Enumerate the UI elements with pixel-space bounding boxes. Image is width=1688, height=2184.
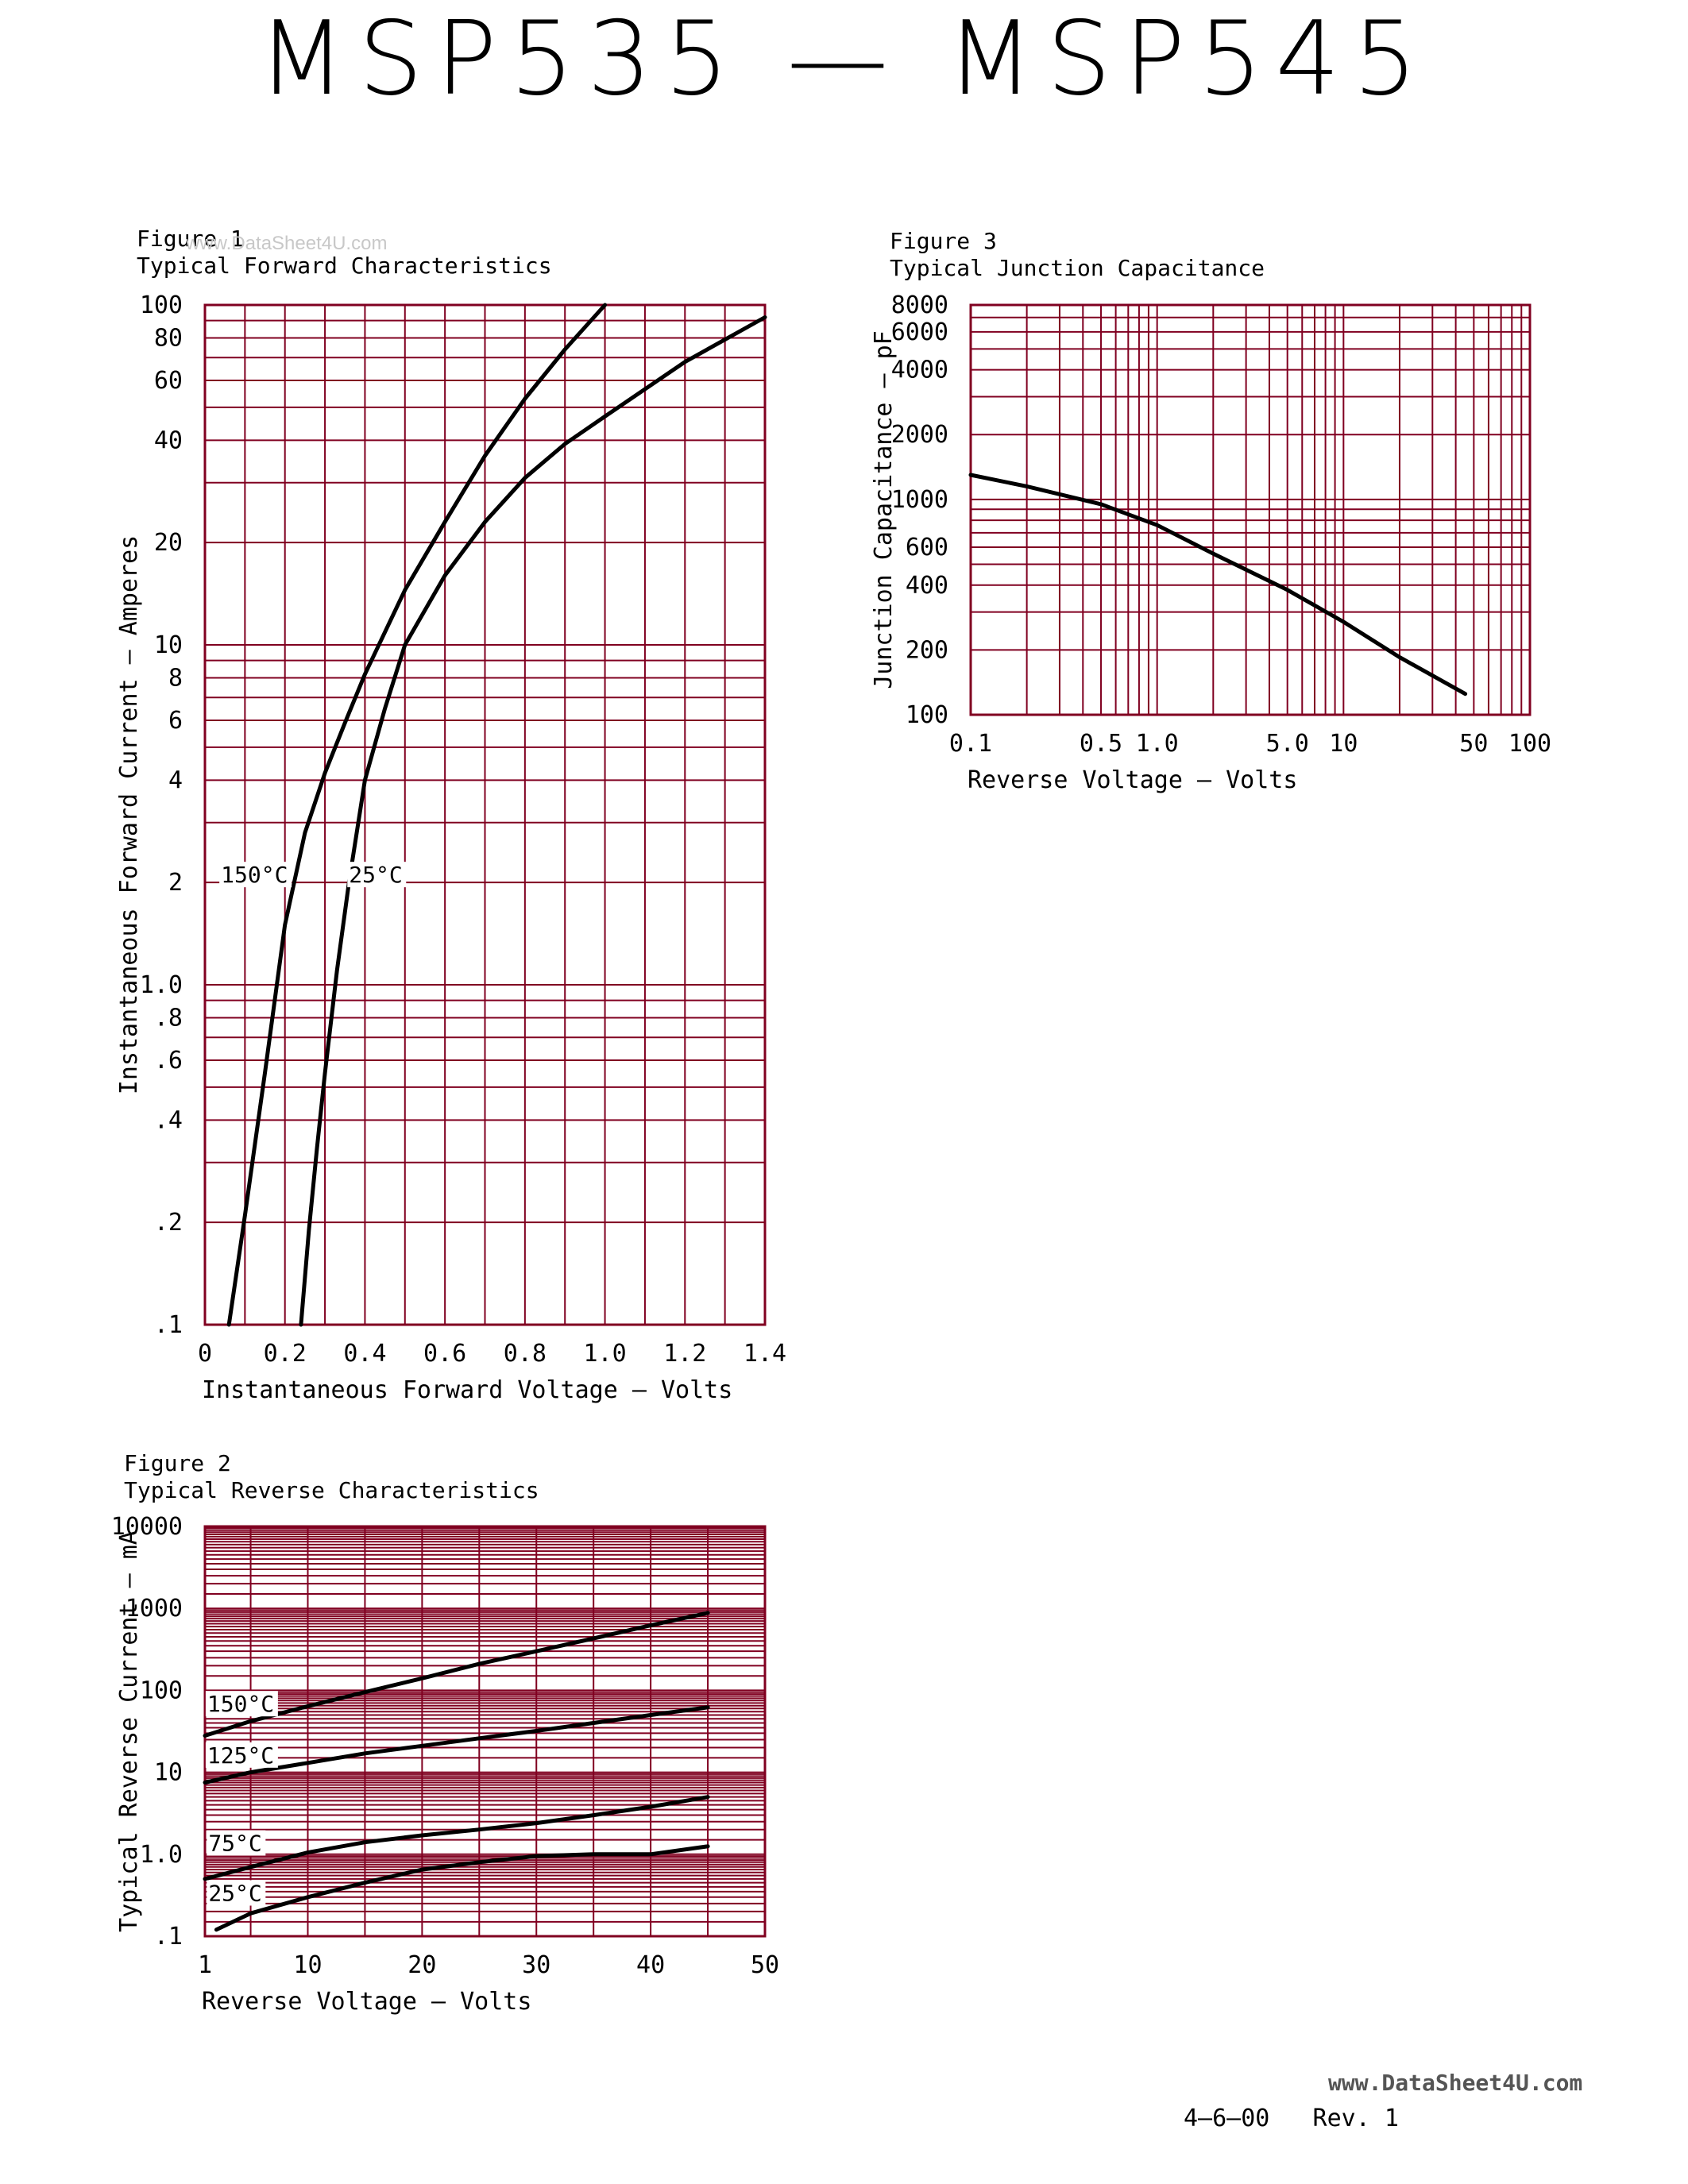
fig2-y-tick-label: .1 xyxy=(154,1923,183,1951)
fig1-y-tick-label: 4 xyxy=(168,766,183,794)
fig1-y-tick-label: .2 xyxy=(154,1209,183,1237)
figure-1-caption: Figure 1 Typical Forward Characteristics xyxy=(137,226,552,280)
fig3-plot-frame xyxy=(969,303,1532,716)
fig2-series-line-2 xyxy=(203,1795,710,1881)
fig1-x-tick-label: 0.8 xyxy=(504,1340,547,1368)
fig2-series-line-0 xyxy=(203,1611,710,1738)
fig2-series-label-bg xyxy=(205,1742,278,1768)
figure-3-label: Figure 3 xyxy=(890,228,997,254)
fig1-y-tick-label: 1.0 xyxy=(140,971,183,999)
fig2-x-tick-label: 1 xyxy=(198,1951,212,1979)
fig2-y-axis-label: Typical Reverse Current — mA xyxy=(115,1530,143,1932)
figure-1-title: Typical Forward Characteristics xyxy=(137,253,552,279)
fig2-y-tick-label: 10 xyxy=(154,1759,183,1787)
fig2-y-tick-label: 10000 xyxy=(111,1513,183,1541)
fig1-x-tick-label: 0 xyxy=(198,1340,212,1368)
fig1-y-tick-label: .6 xyxy=(154,1047,183,1075)
fig3-y-tick-label: 2000 xyxy=(891,421,948,449)
fig1-y-tick-label: 10 xyxy=(154,631,183,659)
fig2-x-axis-label: Reverse Voltage — Volts xyxy=(202,1988,531,2016)
fig1-series-label-bg xyxy=(347,862,407,888)
fig3-y-tick-label: 100 xyxy=(906,701,948,729)
fig2-series-label-3: 25°C xyxy=(208,1880,261,1906)
fig1-y-tick-label: 100 xyxy=(140,291,183,319)
fig2-x-tick-label: 50 xyxy=(751,1951,779,1979)
fig2-x-tick-label: 30 xyxy=(522,1951,550,1979)
fig1-y-tick-label: 40 xyxy=(154,426,183,454)
fig3-x-tick-label: 10 xyxy=(1329,730,1358,758)
fig3-x-tick-label: 50 xyxy=(1459,730,1488,758)
fig2-series-label-1: 125°C xyxy=(207,1742,274,1769)
figure-3-title: Typical Junction Capacitance xyxy=(890,255,1265,281)
fig3-y-tick-label: 8000 xyxy=(891,291,948,319)
fig3-y-tick-label: 400 xyxy=(906,572,948,600)
fig3-y-tick-label: 200 xyxy=(906,636,948,664)
fig2-x-tick-label: 10 xyxy=(293,1951,322,1979)
fig2-series-label-bg xyxy=(205,1691,278,1717)
fig2-y-tick-label: 1000 xyxy=(126,1595,183,1623)
fig2-y-tick-label: 1.0 xyxy=(140,1841,183,1869)
footer-url: www.DataSheet4U.com xyxy=(1328,2070,1583,2096)
fig2-x-tick-label: 40 xyxy=(636,1951,665,1979)
fig2-plot-frame xyxy=(203,1525,767,1938)
fig1-y-tick-label: 60 xyxy=(154,367,183,395)
figure-2-label: Figure 2 xyxy=(124,1450,231,1476)
fig1-y-tick-label: .8 xyxy=(154,1004,183,1032)
fig2-chart: 1 10 20 30 40 50 .1 1.0 10 100 1000 10000 Reverse Vo… xyxy=(111,1513,779,2016)
fig1-y-tick-label: .1 xyxy=(154,1311,183,1339)
fig1-series-label-bg xyxy=(219,862,292,888)
fig1-x-tick-label: 1.0 xyxy=(583,1340,626,1368)
fig2-series-label-bg xyxy=(207,1880,266,1906)
fig1-series-line-0 xyxy=(226,303,608,1327)
fig3-y-axis-label: Junction Capacitance — pF xyxy=(870,330,898,689)
fig1-x-tick-label: 1.2 xyxy=(663,1340,706,1368)
fig2-x-tick-label: 20 xyxy=(408,1951,436,1979)
fig3-x-tick-label: 100 xyxy=(1508,730,1551,758)
fig2-y-tick-label: 100 xyxy=(140,1677,183,1704)
figure-3-caption: Figure 3 Typical Junction Capacitance xyxy=(890,228,1265,282)
page-title: MSP535 — MSP545 xyxy=(257,0,1431,118)
fig3-x-tick-label: 0.5 xyxy=(1080,730,1122,758)
fig1-series-label-0: 150°C xyxy=(221,862,288,888)
fig1-x-tick-label: 1.4 xyxy=(744,1340,786,1368)
fig1-y-tick-label: 20 xyxy=(154,529,183,557)
footer-revision: 4—6—00 Rev. 1 xyxy=(1184,2105,1399,2132)
fig3-y-tick-label: 600 xyxy=(906,534,948,561)
figure-2-caption: Figure 2 Typical Reverse Characteristics xyxy=(124,1450,539,1504)
fig3-x-tick-label: 5.0 xyxy=(1266,730,1309,758)
fig3-y-tick-label: 6000 xyxy=(891,318,948,346)
fig3-x-tick-label: 0.1 xyxy=(949,730,992,758)
fig1-y-tick-label: 8 xyxy=(168,664,183,692)
fig3-chart: 0.1 0.5 1.0 5.0 10 50 100 100 200 400 600 1000 2000 4… xyxy=(870,291,1551,794)
fig1-y-tick-label: 6 xyxy=(168,707,183,735)
fig1-series-label-1: 25°C xyxy=(349,862,402,888)
watermark: www.DataSheet4U.com xyxy=(186,233,388,254)
fig1-y-tick-label: 80 xyxy=(154,324,183,352)
fig1-x-tick-label: 0.2 xyxy=(264,1340,307,1368)
fig1-x-tick-label: 0.6 xyxy=(423,1340,466,1368)
fig1-x-tick-label: 0.4 xyxy=(343,1340,386,1368)
fig3-y-tick-label: 4000 xyxy=(891,357,948,384)
fig1-x-axis-label: Instantaneous Forward Voltage — Volts xyxy=(202,1376,732,1404)
fig1-chart: 0 0.2 0.4 0.6 0.8 1.0 1.2 1.4 .1 .2 .4 .6 .8 1.0 2 4 6 8 1… xyxy=(115,291,786,1404)
fig1-y-tick-label: 2 xyxy=(168,869,183,897)
fig2-series-label-0: 150°C xyxy=(207,1691,274,1717)
fig1-y-tick-label: .4 xyxy=(154,1106,183,1134)
fig3-x-axis-label: Reverse Voltage — Volts xyxy=(968,766,1297,794)
fig3-y-tick-label: 1000 xyxy=(891,486,948,514)
fig3-series-line-0 xyxy=(968,473,1468,696)
fig2-series-label-bg xyxy=(207,1830,266,1856)
figure-1-label: Figure 1 xyxy=(137,226,244,252)
fig3-x-tick-label: 1.0 xyxy=(1136,730,1179,758)
fig1-series-line-1 xyxy=(299,315,767,1327)
fig1-y-axis-label: Instantaneous Forward Current — Amperes xyxy=(115,535,143,1094)
fig1-plot-frame xyxy=(203,303,767,1326)
fig2-series-line-1 xyxy=(203,1705,710,1785)
fig2-series-label-2: 75°C xyxy=(208,1831,261,1857)
fig2-series-line-3 xyxy=(214,1844,710,1932)
figure-2-title: Typical Reverse Characteristics xyxy=(124,1477,539,1503)
